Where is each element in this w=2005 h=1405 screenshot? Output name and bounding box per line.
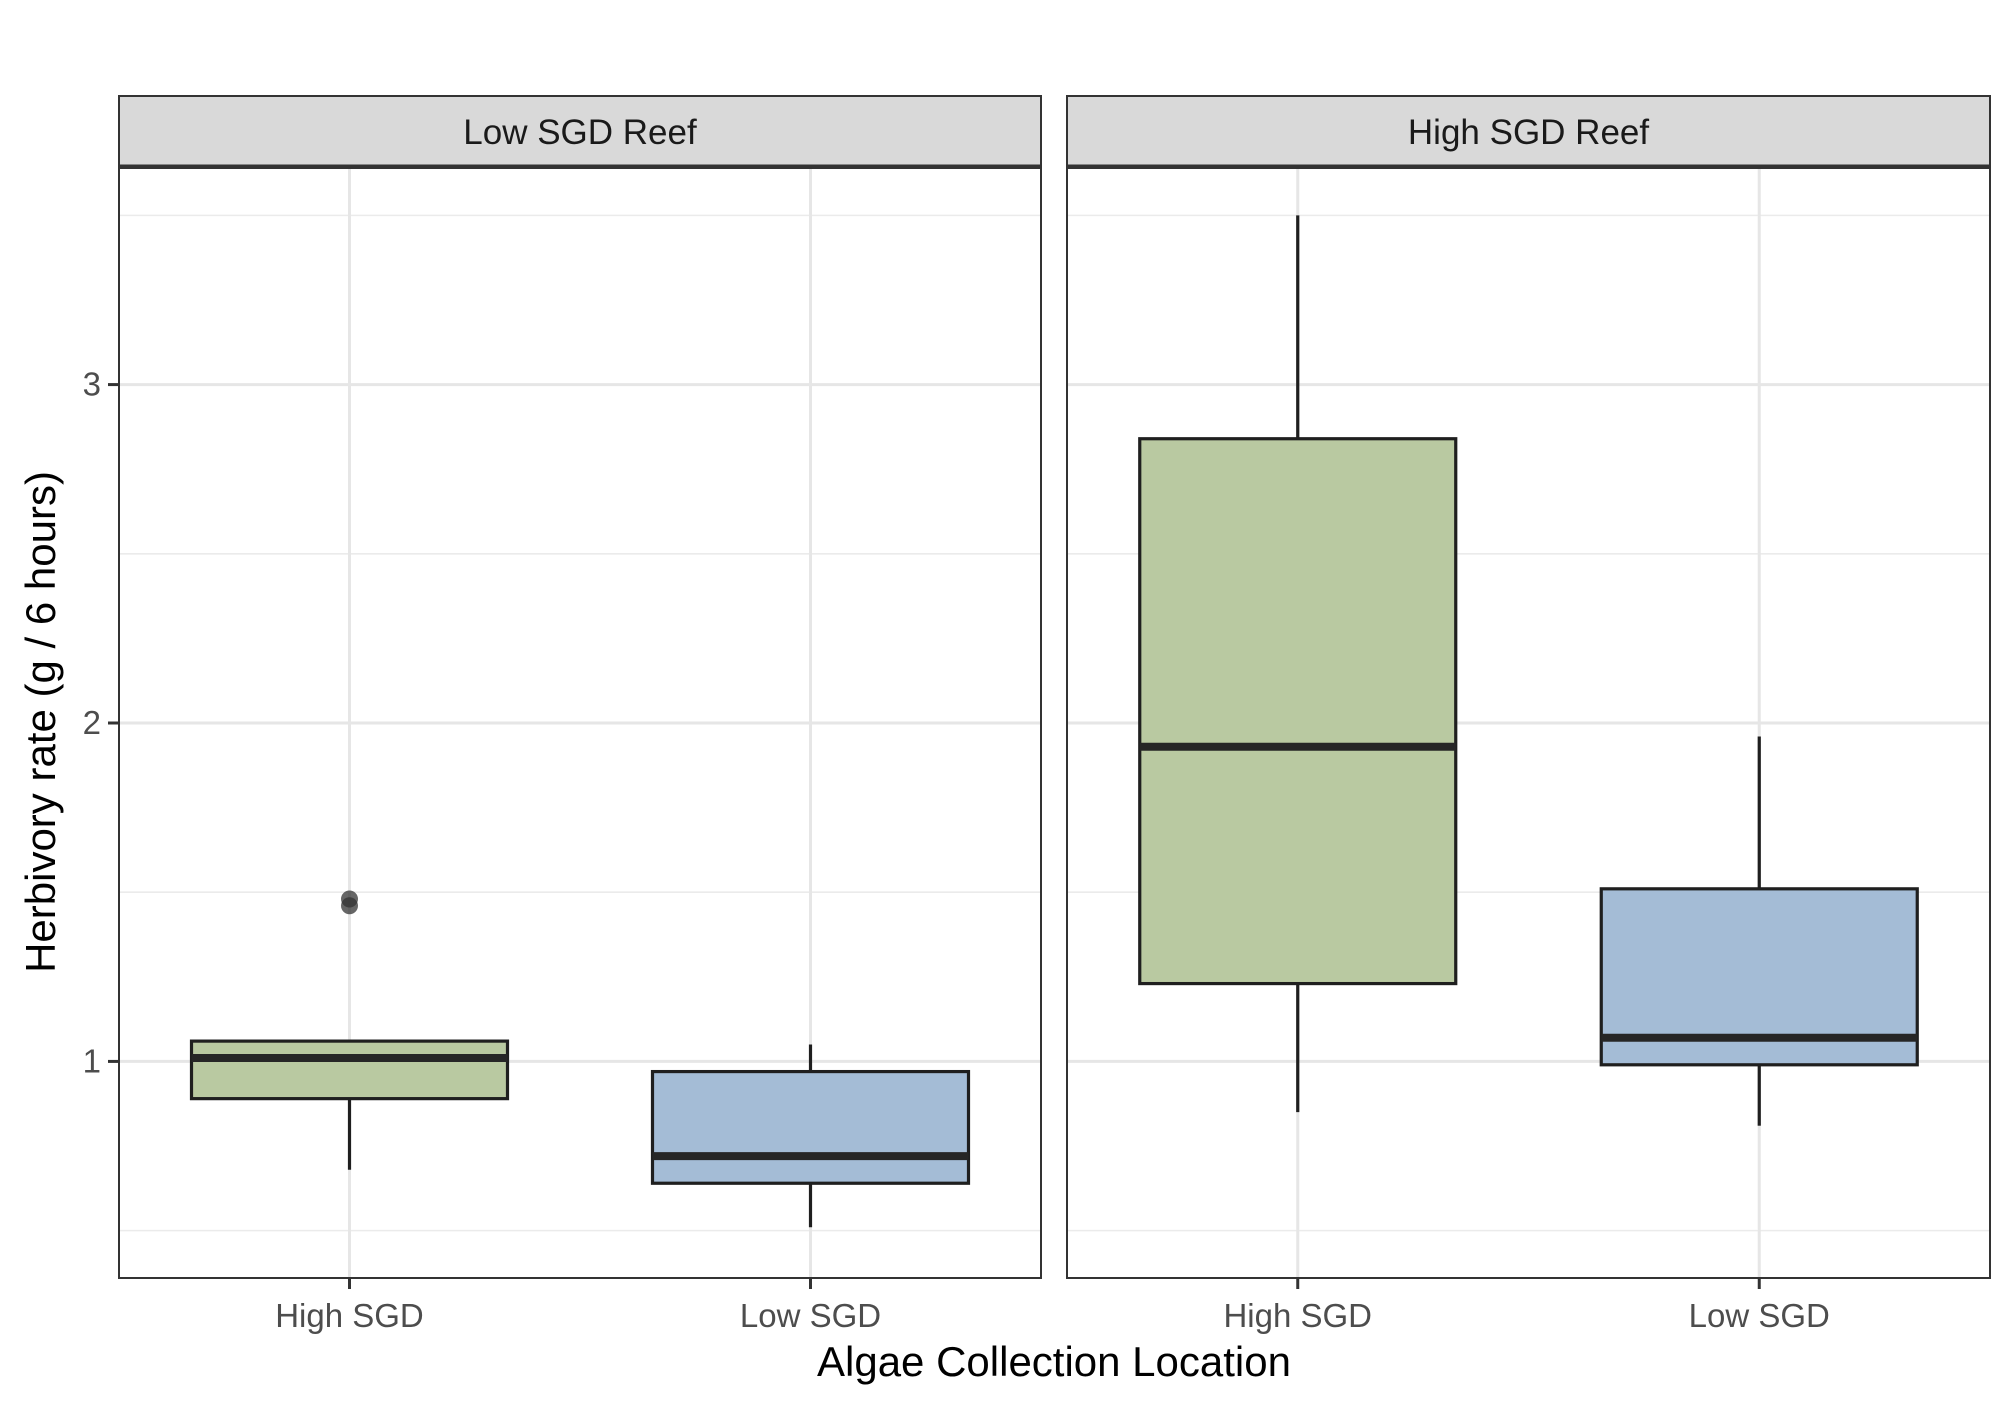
box bbox=[1138, 437, 1458, 986]
y-axis-title: Herbivory rate (g / 6 hours) bbox=[17, 471, 64, 973]
facet-strip-label: Low SGD Reef bbox=[463, 113, 697, 152]
box bbox=[189, 1039, 510, 1101]
x-tick-label: Low SGD bbox=[1689, 1297, 1830, 1334]
x-tick-label: High SGD bbox=[1223, 1297, 1372, 1334]
y-tick-label: 2 bbox=[83, 704, 101, 741]
facet-strip-label: High SGD Reef bbox=[1408, 113, 1649, 152]
panel-border bbox=[1066, 167, 1991, 1279]
facet-strip bbox=[1066, 95, 1991, 167]
x-axis-title: Algae Collection Location bbox=[817, 1338, 1291, 1385]
box bbox=[650, 1069, 971, 1185]
facet-panel: High SGD Reef High SGD Low SGD bbox=[1066, 95, 1991, 1334]
y-tick-label: 1 bbox=[83, 1042, 101, 1079]
x-tick-label: High SGD bbox=[275, 1297, 424, 1334]
y-tick-label: 3 bbox=[83, 366, 101, 403]
facet-panel: Low SGD Reef High SGD Low SGD bbox=[118, 95, 1042, 1334]
outlier-point bbox=[341, 890, 358, 908]
facet-strip bbox=[118, 95, 1042, 167]
x-tick-label: Low SGD bbox=[740, 1297, 881, 1334]
